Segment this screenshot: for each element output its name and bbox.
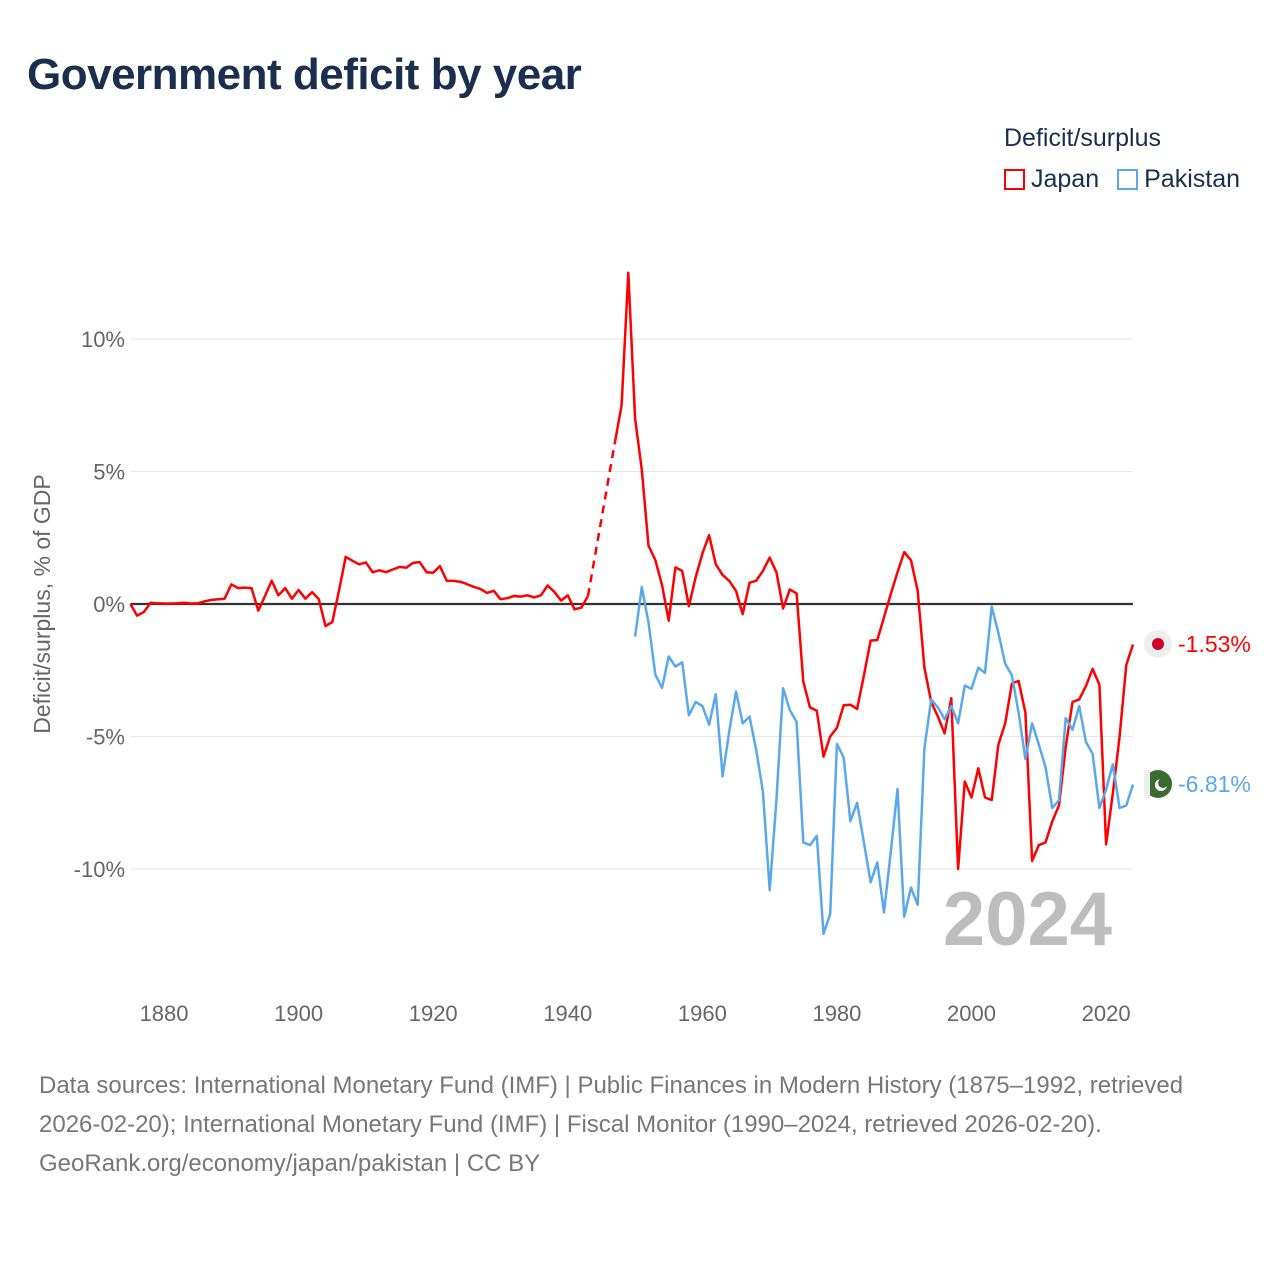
y-axis-label: Deficit/surplus, % of GDP: [29, 474, 55, 733]
y-tick-label: 10%: [81, 327, 125, 352]
pakistan-series-line: [633, 585, 1135, 936]
legend-label-pakistan: Pakistan: [1144, 165, 1240, 193]
x-axis-ticks: 1880 1900 1920 1940 1960 1980 2000 2020: [140, 1001, 1131, 1026]
legend-label-japan: Japan: [1030, 165, 1100, 193]
chart-area: 10% 5% 0% -5% -10% 1880 1900 1920 1940 1960 1980 2…: [29, 271, 1251, 1026]
data-sources: Data sources: International Monetary Fun…: [39, 1072, 1184, 1138]
legend: Deficit/surplus Japan Pakistan: [1003, 124, 1240, 194]
x-tick-label: 1900: [274, 1001, 323, 1026]
x-tick-label: 1960: [678, 1001, 727, 1026]
legend-item-japan[interactable]: Japan: [1003, 165, 1100, 194]
x-tick-label: 1920: [409, 1001, 458, 1026]
legend-item-pakistan[interactable]: Pakistan: [1117, 165, 1240, 194]
x-tick-label: 1980: [812, 1001, 861, 1026]
y-tick-label: 0%: [93, 592, 125, 617]
footer: Data sources: International Monetary Fun…: [39, 1066, 1239, 1183]
y-tick-label: -10%: [74, 857, 125, 882]
japan-series-line: [129, 555, 590, 628]
japan-gap-line: [586, 442, 617, 597]
japan-series-line: [613, 271, 1135, 871]
x-tick-label: 2000: [947, 1001, 996, 1026]
legend-swatch-pakistan: [1117, 169, 1139, 190]
end-markers: -1.53% -6.81%: [1144, 630, 1251, 798]
legend-swatch-japan: [1003, 169, 1025, 190]
japan-flag-icon: [1144, 630, 1172, 658]
pakistan-end-label: -6.81%: [1178, 771, 1251, 797]
year-overlay: 2024: [943, 877, 1112, 962]
credit-link[interactable]: GeoRank.org/economy/japan/pakistan | CC …: [39, 1150, 541, 1177]
series-lines: [129, 271, 1135, 936]
y-tick-label: -5%: [86, 725, 125, 750]
chart-title: Government deficit by year: [27, 50, 582, 99]
japan-end-label: -1.53%: [1178, 631, 1251, 657]
x-tick-label: 1880: [140, 1001, 189, 1026]
y-axis-ticks: 10% 5% 0% -5% -10%: [74, 327, 125, 882]
gridlines: [130, 338, 1133, 870]
x-tick-label: 2020: [1082, 1001, 1131, 1026]
x-tick-label: 1940: [543, 1001, 592, 1026]
y-tick-label: 5%: [93, 460, 125, 485]
legend-title: Deficit/surplus: [1003, 124, 1161, 152]
pakistan-flag-icon: [1144, 770, 1172, 798]
